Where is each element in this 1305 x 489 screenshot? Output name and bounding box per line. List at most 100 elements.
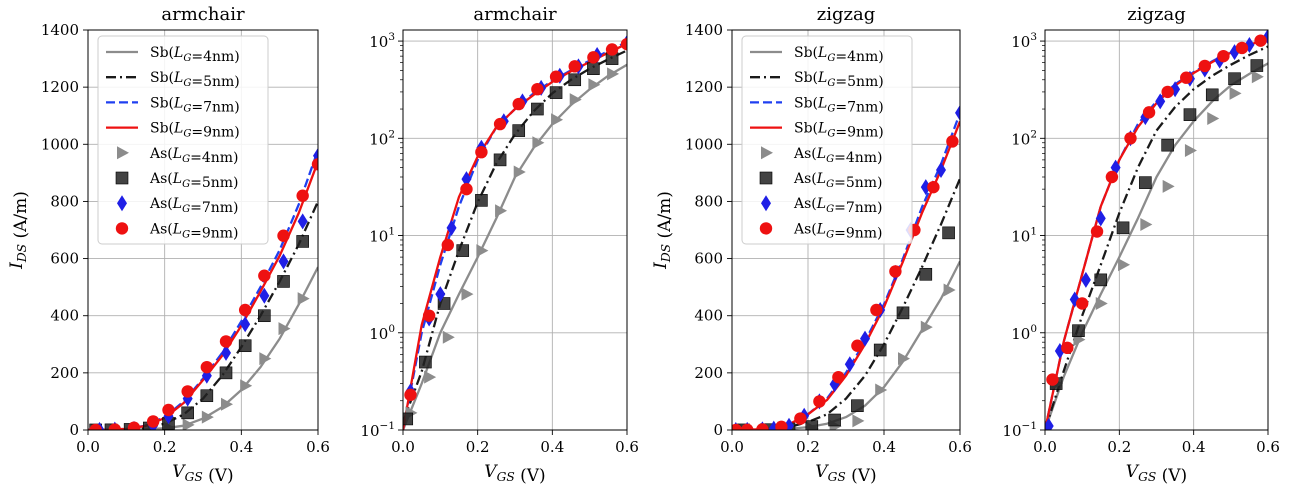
data-point [259,352,272,366]
series-line-1 [403,63,627,430]
data-point [898,352,910,366]
data-point [258,309,271,323]
legend-marker-swatch [115,222,129,235]
data-point [258,269,271,282]
data-point [531,82,544,96]
data-point [493,117,507,131]
data-point [146,415,160,428]
data-point [587,51,600,64]
x-tick-label: 0.2 [466,438,490,456]
x-tick-label: 0.4 [229,438,253,456]
y-tick-label: 200 [694,364,723,382]
data-point [422,309,436,322]
data-point [460,182,473,196]
x-tick-label: 0.6 [1256,438,1280,456]
plot-area [1045,30,1268,430]
x-tick-label: 0.4 [1182,438,1206,456]
x-tick-label: 0.6 [615,438,639,456]
data-point [182,418,195,430]
y-tick-label: 1200 [41,78,79,96]
series-line-2 [1045,45,1268,430]
series-line-1 [88,266,318,430]
data-point [805,420,819,430]
plot-area [403,34,627,430]
y-tick-label: 1000 [41,135,79,153]
data-point [181,385,194,398]
y-tick-label: 102 [1011,128,1037,148]
y-axis-label: IDS (A/m) [651,191,675,270]
data-point [475,145,488,159]
data-point [461,171,472,188]
data-point [549,86,563,99]
data-point [1251,70,1264,84]
data-point [832,370,845,384]
marker-series-3 [405,34,627,400]
data-point [775,420,788,430]
data-point [1094,273,1108,287]
data-point [240,316,251,333]
marker-series-2 [1049,59,1264,390]
marker-series-4 [404,37,627,402]
legend-label: As(LG=9nm) [793,221,883,241]
data-point [476,244,489,258]
data-point [238,303,252,317]
data-point [278,253,289,270]
x-tick-label: 0.6 [306,438,330,456]
chart-title: armchair [473,4,557,25]
legend-box [97,35,269,245]
legend-label: As(LG=7nm) [149,196,239,216]
data-point [446,219,457,236]
legend-label: Sb(LG=7nm) [150,95,240,115]
legend-label: As(LG=9nm) [149,221,239,241]
data-point [605,43,619,56]
data-point [927,180,940,194]
data-point [1162,179,1175,193]
legend-label: Sb(LG=9nm) [794,121,884,141]
data-point [495,204,508,218]
plot-area [88,147,318,430]
data-point [1228,72,1241,86]
y-tick-label: 400 [50,307,79,325]
x-axis-label: VGS (V) [1126,462,1187,486]
data-point [238,339,252,353]
data-point [296,235,309,248]
data-point [181,406,194,420]
data-point [1046,373,1059,386]
marker-series-1 [405,67,620,420]
data-point [441,238,454,252]
data-point [200,389,214,403]
data-point [219,366,233,380]
data-point [851,399,864,413]
data-point [1161,138,1174,152]
data-point [587,62,600,75]
legend: Sb(LG=4nm) Sb(LG=5nm) Sb(LG=7nm) Sb(LG=9nm)… [741,35,913,245]
series-line-2 [732,178,960,430]
data-point [493,153,507,167]
data-point [919,267,933,281]
marker-series-4 [732,135,959,430]
data-point [920,320,933,334]
data-point [221,397,233,411]
marker-series-1 [1051,70,1264,391]
y-tick-label: 800 [50,192,79,210]
data-point [889,265,902,278]
y-tick-label: 600 [694,250,723,268]
data-point [1118,258,1131,272]
legend-marker-swatch [759,222,773,235]
data-point [89,423,102,430]
data-point [219,335,233,348]
data-point [549,70,563,83]
data-point [1183,108,1197,121]
data-point [442,330,455,344]
data-point [277,275,290,288]
series-line-1 [1045,62,1268,430]
data-point [297,292,310,306]
data-point [756,423,769,430]
data-point [1205,88,1219,102]
data-point [531,102,544,116]
legend-label: As(LG=4nm) [149,146,239,166]
data-point [813,395,826,408]
data-point [946,135,959,148]
axes-frame [1044,29,1269,431]
